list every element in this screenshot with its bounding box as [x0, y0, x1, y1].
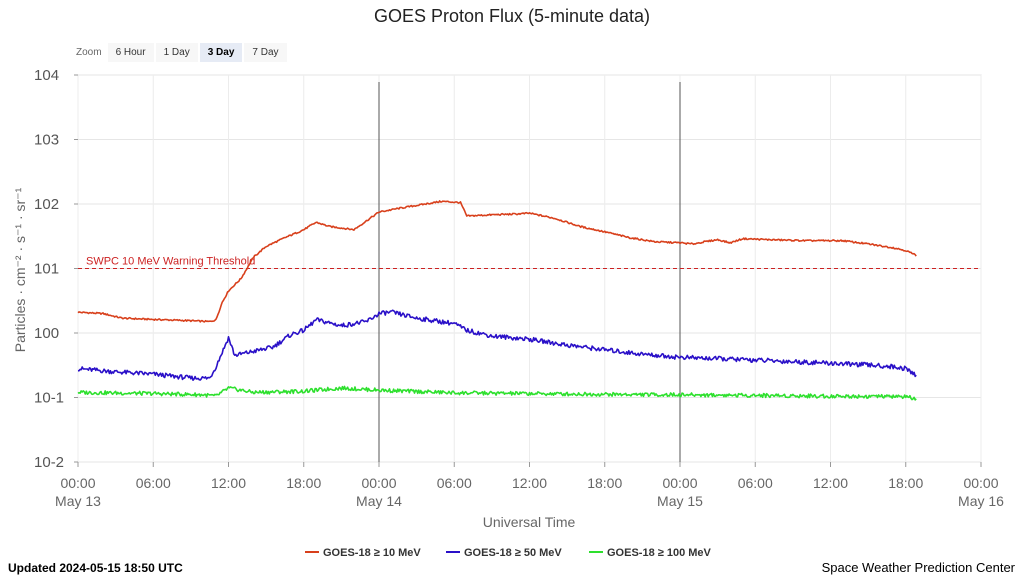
x-axis: 00:00 May 13 06:00 12:00 18:00 00:00 May 14 06:… — [55, 462, 1004, 509]
series-lines — [77, 200, 917, 401]
x-tick-label: 18:00 — [587, 475, 622, 491]
x-date-label: May 14 — [356, 493, 402, 509]
updated-timestamp: Updated 2024-05-15 18:50 UTC — [8, 561, 183, 575]
legend-item-label: GOES-18 ≥ 100 MeV — [607, 547, 712, 559]
x-tick-label: 00:00 — [60, 475, 95, 491]
series-line-50mev — [77, 309, 917, 382]
legend: GOES-18 ≥ 10 MeV GOES-18 ≥ 50 MeV GOES-18 … — [305, 547, 712, 559]
threshold-label: SWPC 10 MeV Warning Threshold — [86, 256, 255, 268]
x-tick-label: 06:00 — [136, 475, 171, 491]
x-tick-label: 00:00 — [361, 475, 396, 491]
y-tick-label: 101 — [34, 261, 59, 278]
x-tick-label: 12:00 — [512, 475, 547, 491]
y-tick-label: 102 — [34, 196, 59, 213]
zoom-7-day-button[interactable]: 7 Day — [244, 42, 287, 62]
legend-item-label: GOES-18 ≥ 50 MeV — [464, 547, 562, 559]
x-date-label: May 15 — [657, 493, 703, 509]
x-tick-label: 18:00 — [286, 475, 321, 491]
y-tick-label: 100 — [34, 325, 59, 342]
x-tick-label: 06:00 — [437, 475, 472, 491]
x-tick-label: 06:00 — [738, 475, 773, 491]
series-line-10mev — [77, 200, 917, 323]
day-separator-lines — [378, 82, 681, 462]
y-tick-label: 10-2 — [34, 454, 64, 471]
series-line-100mev — [77, 385, 917, 401]
y-tick-label: 10-1 — [34, 390, 64, 407]
x-tick-label: 18:00 — [888, 475, 923, 491]
zoom-toolbar: Zoom 6 Hour 1 Day 3 Day 7 Day — [76, 42, 289, 62]
credit-text: Space Weather Prediction Center — [821, 560, 1015, 575]
y-axis: 104 103 102 101 100 10-1 10-2 — [34, 67, 78, 471]
zoom-3-day-button[interactable]: 3 Day — [199, 42, 243, 62]
x-tick-label: 12:00 — [211, 475, 246, 491]
legend-item-label: GOES-18 ≥ 10 MeV — [323, 547, 421, 559]
x-tick-label: 00:00 — [662, 475, 697, 491]
zoom-6-hour-button[interactable]: 6 Hour — [107, 42, 154, 62]
y-tick-label: 104 — [34, 67, 59, 84]
chart-title: GOES Proton Flux (5-minute data) — [374, 6, 650, 26]
threshold-line: SWPC 10 MeV Warning Threshold — [78, 256, 981, 269]
y-tick-label: 103 — [34, 132, 59, 149]
x-axis-title: Universal Time — [483, 514, 576, 530]
y-axis-title: Particles · cm⁻² · s⁻¹ · sr⁻¹ — [12, 187, 28, 352]
x-date-label: May 13 — [55, 493, 101, 509]
zoom-label: Zoom — [76, 46, 102, 58]
x-tick-label: 00:00 — [963, 475, 998, 491]
x-date-label: May 16 — [958, 493, 1004, 509]
zoom-1-day-button[interactable]: 1 Day — [155, 42, 198, 62]
x-tick-label: 12:00 — [813, 475, 848, 491]
